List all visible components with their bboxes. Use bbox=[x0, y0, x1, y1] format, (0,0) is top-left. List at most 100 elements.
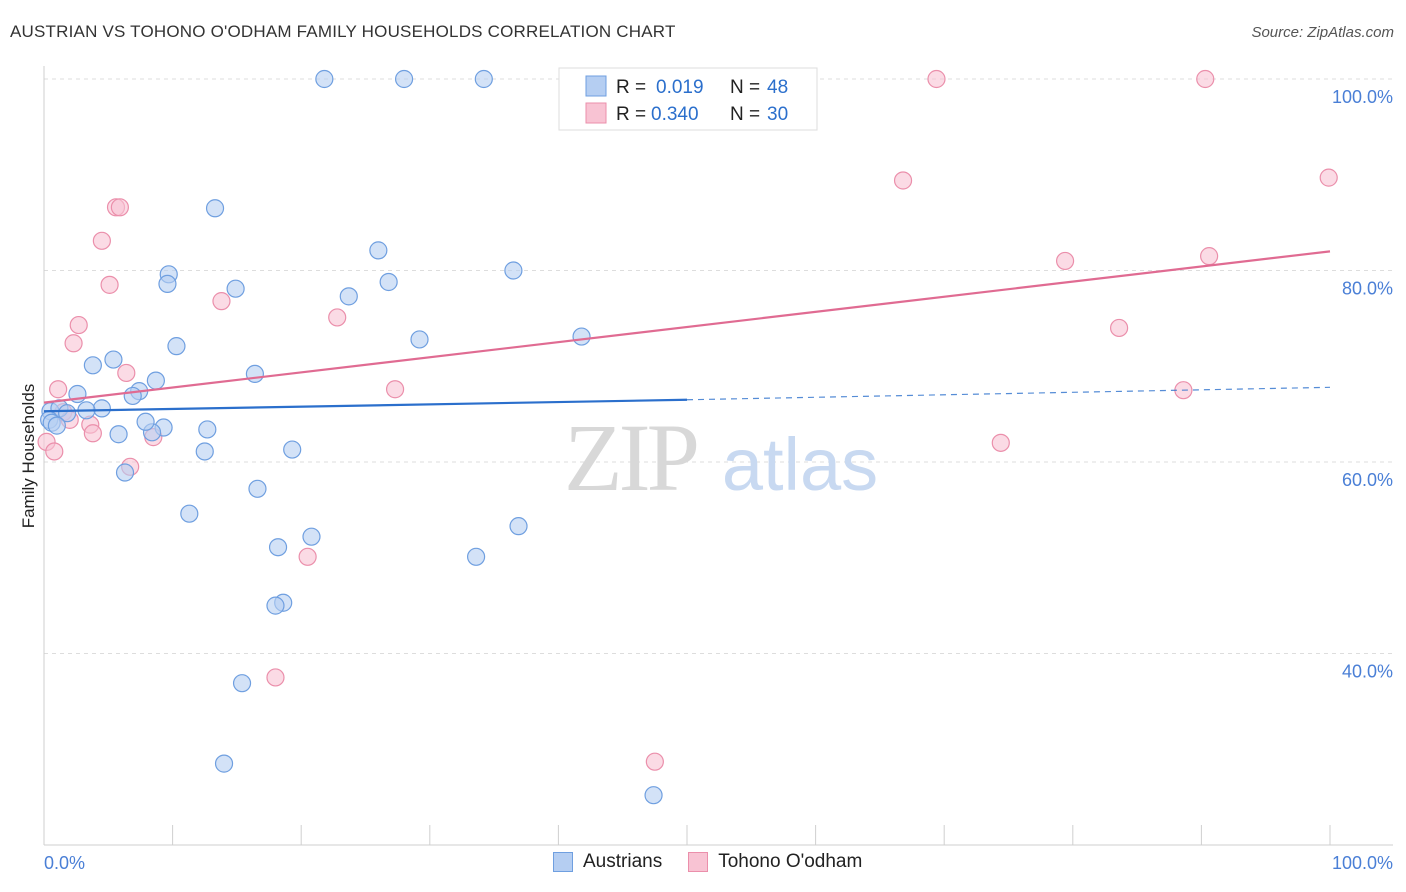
austrians-label: Austrians bbox=[583, 851, 663, 872]
stat-n-value-2: 30 bbox=[767, 104, 788, 125]
austrian-point-23 bbox=[58, 404, 77, 423]
austrian-point-41 bbox=[466, 547, 486, 566]
y-tick-label-0: 100.0% bbox=[1332, 87, 1393, 107]
source-label: Source: ZipAtlas.com bbox=[1251, 24, 1394, 41]
austrians-swatch bbox=[553, 852, 573, 872]
austrian-point-15 bbox=[83, 356, 102, 375]
austrian-point-7 bbox=[158, 274, 177, 294]
austrian-point-46 bbox=[644, 786, 663, 805]
tohono-point-3 bbox=[893, 171, 913, 190]
y-tick-label-2: 60.0% bbox=[1342, 470, 1393, 490]
tohono-point-25 bbox=[991, 433, 1010, 452]
y-tick-label-1: 80.0% bbox=[1342, 279, 1393, 299]
tohono-point-28 bbox=[298, 547, 317, 566]
legend-austrians[interactable]: Austrians bbox=[553, 851, 662, 873]
tohono-point-1 bbox=[1196, 69, 1215, 89]
tohono-point-14 bbox=[64, 334, 83, 353]
tohono-point-29 bbox=[266, 668, 285, 687]
austrian-trend-line bbox=[43, 398, 688, 413]
tohono-point-8 bbox=[1055, 251, 1075, 271]
austrian-point-43 bbox=[266, 596, 285, 615]
austrian-point-35 bbox=[115, 463, 135, 482]
stat-r-value-2: 0.340 bbox=[651, 104, 699, 125]
austrian-point-33 bbox=[195, 442, 214, 461]
tohono-point-10 bbox=[212, 292, 231, 311]
austrian-point-12 bbox=[410, 330, 429, 349]
austrian-point-14 bbox=[104, 350, 123, 369]
y-tick-labels: 100.0% 80.0% 60.0% 40.0% bbox=[1332, 87, 1393, 682]
austrian-point-44 bbox=[232, 674, 252, 693]
austrian-point-0 bbox=[315, 69, 334, 89]
stat-n-label-2: N = bbox=[730, 104, 760, 125]
legend-swatch-pink bbox=[585, 102, 607, 124]
watermark-atlas: atlas bbox=[722, 423, 878, 506]
watermark: ZIP atlas bbox=[564, 404, 878, 511]
austrian-point-36 bbox=[248, 479, 267, 498]
tohono-point-30 bbox=[645, 752, 664, 771]
stat-r-value-1: 0.019 bbox=[656, 77, 704, 98]
austrian-point-38 bbox=[302, 527, 321, 546]
austrian-point-13 bbox=[167, 337, 186, 356]
austrian-point-5 bbox=[504, 261, 523, 280]
tohono-point-11 bbox=[328, 308, 347, 327]
y-tick-label-3: 40.0% bbox=[1342, 662, 1393, 682]
tohono-point-2 bbox=[1319, 168, 1338, 187]
austrian-point-20 bbox=[123, 386, 142, 406]
tohono-point-5 bbox=[110, 198, 129, 217]
stats-legend: R = 0.019 N = 48 R = 0.340 N = 30 bbox=[558, 67, 818, 131]
series-legend: Austrians Tohono O'odham bbox=[553, 851, 888, 873]
austrian-point-45 bbox=[214, 754, 234, 773]
tohono-label: Tohono O'odham bbox=[718, 851, 863, 872]
tohono-point-15 bbox=[117, 363, 136, 383]
stat-n-label-1: N = bbox=[730, 77, 760, 98]
legend-tohono[interactable]: Tohono O'odham bbox=[688, 851, 862, 873]
tohono-point-17 bbox=[385, 380, 405, 399]
austrian-trend-extension bbox=[686, 386, 1331, 401]
austrian-point-4 bbox=[369, 241, 388, 260]
tohono-point-9 bbox=[100, 275, 119, 294]
chart-title: AUSTRIAN VS TOHONO O'ODHAM FAMILY HOUSEH… bbox=[10, 22, 676, 41]
austrian-point-39 bbox=[509, 517, 528, 536]
tohono-point-26 bbox=[45, 442, 64, 461]
austrian-point-31 bbox=[198, 420, 217, 439]
austrian-point-17 bbox=[146, 371, 165, 390]
axes bbox=[43, 66, 1393, 846]
tohono-points bbox=[37, 69, 1338, 771]
austrian-point-34 bbox=[283, 440, 302, 459]
tohono-point-0 bbox=[927, 69, 946, 89]
austrian-point-8 bbox=[226, 279, 245, 298]
austrian-point-2 bbox=[474, 69, 493, 89]
tohono-swatch bbox=[688, 852, 709, 872]
austrian-point-3 bbox=[205, 199, 225, 218]
tohono-point-7 bbox=[1200, 247, 1219, 266]
tohono-point-22 bbox=[83, 424, 102, 443]
austrian-point-40 bbox=[268, 538, 288, 557]
grid-lines bbox=[44, 78, 1393, 654]
austrian-point-32 bbox=[109, 425, 128, 444]
austrian-point-24 bbox=[92, 399, 111, 418]
stat-r-label-1: R = bbox=[616, 77, 646, 98]
austrian-point-47 bbox=[47, 416, 66, 435]
x-tick-left: 0.0% bbox=[44, 853, 85, 873]
austrian-point-11 bbox=[572, 327, 591, 346]
austrian-point-30 bbox=[136, 412, 155, 431]
tohono-point-13 bbox=[69, 315, 88, 335]
austrian-point-10 bbox=[339, 287, 358, 306]
stat-n-value-1: 48 bbox=[767, 77, 788, 98]
y-axis-title: Family Households bbox=[19, 384, 38, 529]
austrian-point-37 bbox=[180, 504, 199, 523]
x-tick-right: 100.0% bbox=[1332, 853, 1393, 873]
legend-swatch-blue bbox=[585, 75, 607, 97]
tohono-point-6 bbox=[92, 231, 111, 250]
tohono-point-12 bbox=[1109, 318, 1129, 338]
austrian-point-16 bbox=[245, 364, 265, 384]
austrian-point-9 bbox=[379, 272, 398, 292]
tohono-point-16 bbox=[49, 380, 68, 399]
austrian-points bbox=[40, 69, 663, 805]
austrian-point-1 bbox=[394, 69, 414, 89]
watermark-zip: ZIP bbox=[564, 404, 697, 511]
trend-lines bbox=[43, 250, 1331, 413]
stat-r-label-2: R = bbox=[616, 104, 646, 125]
tohono-trend-line bbox=[43, 250, 1331, 404]
